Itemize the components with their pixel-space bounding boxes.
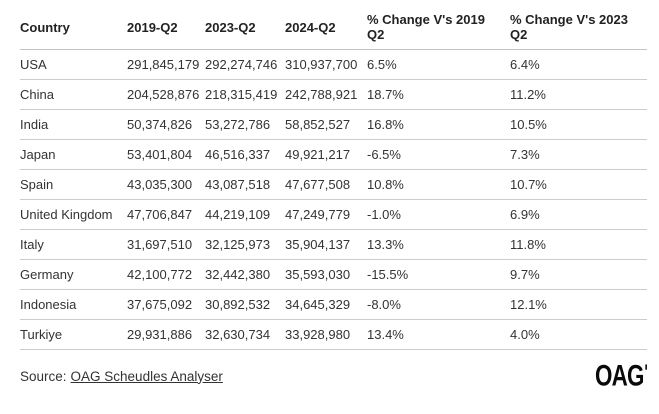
column-header-chg-2023: % Change V's 2023 Q2 [510,4,647,50]
cell-chg-2023: 10.7% [510,169,647,200]
cell-chg-2023: 10.5% [510,109,647,140]
cell-2024-q2: 47,249,779 [285,199,367,230]
cell-2023-q2: 32,630,734 [205,319,285,350]
cell-chg-2019: 16.8% [367,109,510,140]
table-row: Germany 42,100,772 32,442,380 35,593,030 -15… [20,259,647,290]
cell-2023-q2: 46,516,337 [205,139,285,170]
table-header-row: Country 2019-Q2 2023-Q2 2024-Q2% Change V's… [20,4,647,50]
footer: Source: OAG Scheudles Analyser OAG [20,361,647,390]
cell-country: Spain [20,169,127,200]
cell-country: Italy [20,229,127,260]
cell-country: USA [20,49,127,80]
table-body: USA 291,845,179 292,274,746 310,937,700 6.5%… [20,49,647,350]
cell-2019-q2: 37,675,092 [127,289,205,320]
cell-2019-q2: 53,401,804 [127,139,205,170]
cell-chg-2023: 12.1% [510,289,647,320]
cell-2024-q2: 33,928,980 [285,319,367,350]
cell-country: Japan [20,139,127,170]
table-row: Indonesia 37,675,092 30,892,532 34,645,329-… [20,289,647,320]
cell-chg-2019: 6.5% [367,49,510,80]
cell-2023-q2: 30,892,532 [205,289,285,320]
table-row: United Kingdom 47,706,847 44,219,109 47,249… [20,199,647,230]
cell-2024-q2: 47,677,508 [285,169,367,200]
cell-chg-2023: 7.3% [510,139,647,170]
cell-2024-q2: 35,593,030 [285,259,367,290]
cell-chg-2019: -6.5% [367,139,510,170]
oag-logo: OAG [595,361,647,390]
cell-chg-2019: 18.7% [367,79,510,110]
cell-2023-q2: 218,315,419 [205,79,285,110]
table-row: Turkiye 29,931,886 32,630,734 33,928,980 13.… [20,319,647,350]
cell-2024-q2: 58,852,527 [285,109,367,140]
cell-2024-q2: 34,645,329 [285,289,367,320]
column-header-chg-2019: % Change V's 2019 Q2 [367,4,510,50]
table-row: Spain 43,035,300 43,087,518 47,677,508 10.8%… [20,169,647,200]
table-row: Italy 31,697,510 32,125,973 35,904,137 13.3%… [20,229,647,260]
cell-2024-q2: 242,788,921 [285,79,367,110]
cell-2019-q2: 29,931,886 [127,319,205,350]
cell-2024-q2: 310,937,700 [285,49,367,80]
logo-trademark-mark [645,364,647,370]
table-row: India 50,374,826 53,272,786 58,852,527 16.8%… [20,109,647,140]
cell-chg-2023: 11.8% [510,229,647,260]
cell-2024-q2: 49,921,217 [285,139,367,170]
cell-2019-q2: 204,528,876 [127,79,205,110]
column-header-2024-q2: 2024-Q2 [285,4,367,50]
cell-2019-q2: 31,697,510 [127,229,205,260]
column-header-2023-q2: 2023-Q2 [205,4,285,50]
cell-chg-2019: 10.8% [367,169,510,200]
cell-chg-2019: 13.3% [367,229,510,260]
cell-2023-q2: 32,125,973 [205,229,285,260]
cell-2023-q2: 53,272,786 [205,109,285,140]
cell-country: Indonesia [20,289,127,320]
cell-chg-2019: -1.0% [367,199,510,230]
cell-2023-q2: 292,274,746 [205,49,285,80]
table-row: China 204,528,876 218,315,419 242,788,921 18… [20,79,647,110]
cell-country: India [20,109,127,140]
cell-chg-2023: 6.4% [510,49,647,80]
cell-2019-q2: 42,100,772 [127,259,205,290]
oag-logo-text: OAG [595,359,644,392]
cell-country: China [20,79,127,110]
cell-country: United Kingdom [20,199,127,230]
cell-2019-q2: 50,374,826 [127,109,205,140]
cell-2023-q2: 44,219,109 [205,199,285,230]
source-link[interactable]: OAG Scheudles Analyser [70,368,223,384]
cell-2024-q2: 35,904,137 [285,229,367,260]
cell-chg-2023: 9.7% [510,259,647,290]
cell-country: Germany [20,259,127,290]
cell-chg-2023: 11.2% [510,79,647,110]
cell-country: Turkiye [20,319,127,350]
cell-2023-q2: 32,442,380 [205,259,285,290]
table-row: Japan 53,401,804 46,516,337 49,921,217 -6.5%… [20,139,647,170]
cell-2019-q2: 47,706,847 [127,199,205,230]
table-row: USA 291,845,179 292,274,746 310,937,700 6.5%… [20,49,647,80]
country-schedules-table: Country 2019-Q2 2023-Q2 2024-Q2% Change V's… [20,4,647,350]
cell-chg-2019: -15.5% [367,259,510,290]
column-header-country: Country [20,4,127,50]
column-header-2019-q2: 2019-Q2 [127,4,205,50]
cell-2019-q2: 43,035,300 [127,169,205,200]
cell-2023-q2: 43,087,518 [205,169,285,200]
cell-chg-2019: 13.4% [367,319,510,350]
cell-2019-q2: 291,845,179 [127,49,205,80]
cell-chg-2023: 4.0% [510,319,647,350]
cell-chg-2023: 6.9% [510,199,647,230]
source-prefix: Source: [20,368,67,384]
source-text: Source: OAG Scheudles Analyser [20,369,223,384]
cell-chg-2019: -8.0% [367,289,510,320]
